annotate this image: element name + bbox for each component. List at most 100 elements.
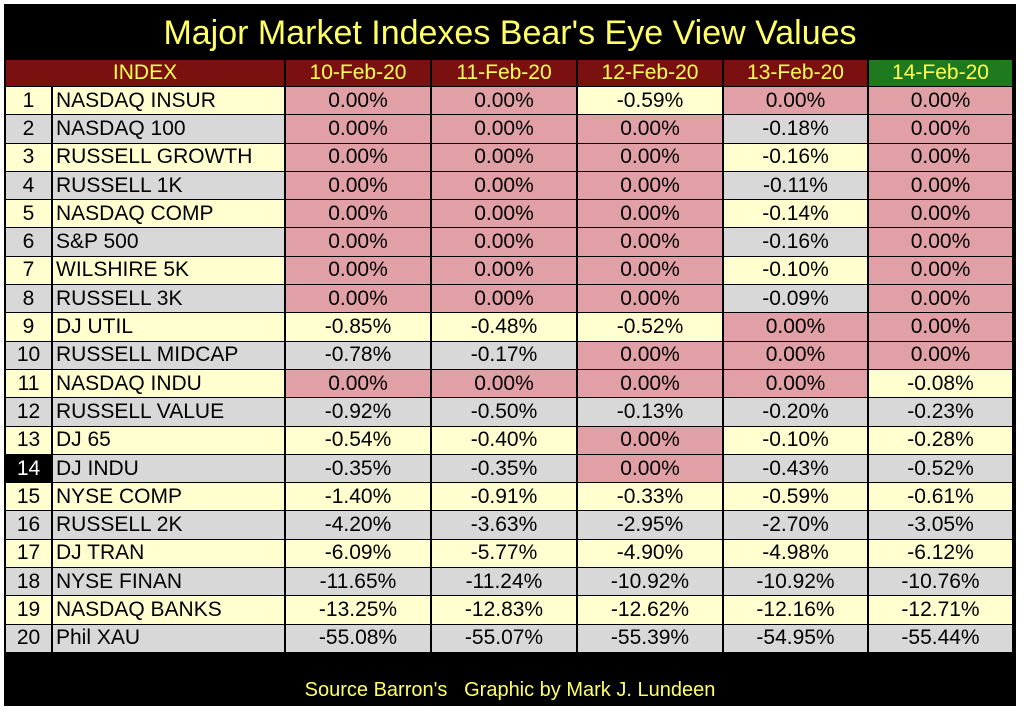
rank-cell: 8 [6,285,53,314]
index-name-cell: RUSSELL 2K [53,511,286,540]
value-cell: -12.62% [578,596,724,625]
value-cell: -0.17% [432,341,578,370]
value-cell: 0.00% [578,341,724,370]
table-row: 2 NASDAQ 100 0.00% 0.00% 0.00% -0.18% 0.00% [6,115,1014,144]
index-name-cell: RUSSELL MIDCAP [53,341,286,370]
column-header-date: 11-Feb-20 [432,60,578,87]
value-cell: -0.35% [432,454,578,484]
value-cell: -11.65% [286,568,432,597]
rank-cell: 9 [6,313,53,342]
table-row: 4 RUSSELL 1K 0.00% 0.00% 0.00% -0.11% 0.00% [6,171,1014,201]
rank-cell: 11 [6,369,53,399]
value-cell: -10.76% [869,568,1014,597]
column-header-date: 10-Feb-20 [286,60,432,87]
value-cell: 0.00% [432,115,578,144]
value-cell: -3.05% [869,511,1014,540]
value-cell: -0.11% [724,171,869,201]
value-cell: -0.92% [286,398,432,427]
table-row: 6 S&P 500 0.00% 0.00% 0.00% -0.16% 0.00% [6,228,1014,257]
value-cell: -0.16% [724,143,869,172]
value-cell: 0.00% [286,143,432,172]
index-name-cell: NASDAQ 100 [53,115,286,144]
table-row: 5 NASDAQ COMP 0.00% 0.00% 0.00% -0.14% 0.00% [6,200,1014,229]
index-name-cell: NASDAQ INDU [53,369,286,399]
value-cell: 0.00% [286,256,432,286]
value-cell: -0.10% [724,256,869,286]
rank-cell: 17 [6,539,53,569]
value-cell: -55.07% [432,624,578,653]
value-cell: -5.77% [432,539,578,569]
index-name-cell: DJ 65 [53,426,286,455]
index-name-cell: DJ UTIL [53,313,286,342]
table-row: 14 DJ INDU -0.35% -0.35% 0.00% -0.43% -0.52% [6,454,1014,484]
value-cell: 0.00% [286,285,432,314]
rank-cell: 12 [6,398,53,427]
value-cell: 0.00% [286,200,432,229]
value-cell: -0.08% [869,369,1014,399]
index-name-cell: WILSHIRE 5K [53,256,286,286]
value-cell: 0.00% [432,87,578,116]
value-cell: -0.10% [724,426,869,455]
index-name-cell: Phil XAU [53,624,286,653]
value-cell: -4.20% [286,511,432,540]
rank-cell: 2 [6,115,53,144]
table-row: 9 DJ UTIL -0.85% -0.48% -0.52% 0.00% 0.00% [6,313,1014,342]
table-row: 11 NASDAQ INDU 0.00% 0.00% 0.00% 0.00% -0.08% [6,369,1014,399]
rank-cell: 16 [6,511,53,540]
index-name-cell: S&P 500 [53,228,286,257]
value-cell: -0.59% [724,483,869,512]
rank-cell: 3 [6,143,53,172]
value-cell: 0.00% [286,87,432,116]
value-cell: 0.00% [724,341,869,370]
value-cell: -55.39% [578,624,724,653]
value-cell: -1.40% [286,483,432,512]
value-cell: -0.61% [869,483,1014,512]
rank-cell: 14 [6,454,53,484]
table-row: 20 Phil XAU -55.08% -55.07% -55.39% -54.95% -5… [6,624,1014,653]
value-cell: 0.00% [869,228,1014,257]
value-cell: 0.00% [578,256,724,286]
index-name-cell: RUSSELL 1K [53,171,286,201]
value-cell: -0.91% [432,483,578,512]
value-cell: 0.00% [432,200,578,229]
index-name-cell: NASDAQ INSUR [53,87,286,116]
value-cell: -0.52% [578,313,724,342]
value-cell: 0.00% [286,369,432,399]
value-cell: -3.63% [432,511,578,540]
source-credit: Source Barron's Graphic by Mark J. Lunde… [304,679,716,701]
value-cell: 0.00% [724,87,869,116]
value-cell: 0.00% [578,369,724,399]
table-row: 12 RUSSELL VALUE -0.92% -0.50% -0.13% -0.20% -… [6,398,1014,427]
index-name-cell: NYSE COMP [53,483,286,512]
column-header-index: INDEX [6,60,286,87]
rank-cell: 5 [6,200,53,229]
value-cell: -6.12% [869,539,1014,569]
index-name-cell: NASDAQ BANKS [53,596,286,625]
value-cell: 0.00% [286,171,432,201]
value-cell: -0.23% [869,398,1014,427]
rank-cell: 4 [6,171,53,201]
value-cell: 0.00% [578,143,724,172]
value-cell: -0.85% [286,313,432,342]
index-name-cell: NYSE FINAN [53,568,286,597]
value-cell: 0.00% [286,115,432,144]
value-cell: 0.00% [869,115,1014,144]
value-cell: -6.09% [286,539,432,569]
table-row: 19 NASDAQ BANKS -13.25% -12.83% -12.62% -12.1… [6,596,1014,625]
index-name-cell: NASDAQ COMP [53,200,286,229]
rank-cell: 20 [6,624,53,653]
index-name-cell: RUSSELL GROWTH [53,143,286,172]
value-cell: 0.00% [578,171,724,201]
rank-cell: 10 [6,341,53,370]
value-cell: -0.59% [578,87,724,116]
value-cell: -2.70% [724,511,869,540]
value-cell: 0.00% [869,341,1014,370]
value-cell: -10.92% [578,568,724,597]
value-cell: 0.00% [432,256,578,286]
value-cell: 0.00% [869,285,1014,314]
value-cell: 0.00% [432,285,578,314]
value-cell: -4.98% [724,539,869,569]
table-row: 13 DJ 65 -0.54% -0.40% 0.00% -0.10% -0.28% [6,426,1014,455]
table-row: 17 DJ TRAN -6.09% -5.77% -4.90% -4.98% -6.12% [6,539,1014,569]
value-cell: 0.00% [578,454,724,484]
